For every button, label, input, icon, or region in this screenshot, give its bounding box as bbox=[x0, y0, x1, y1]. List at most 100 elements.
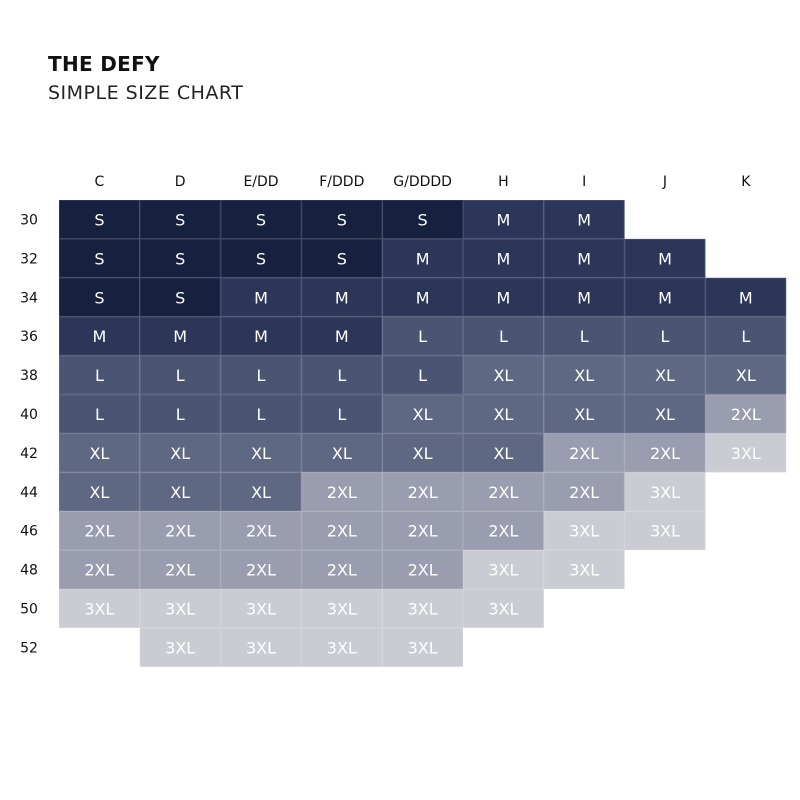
cell-divider bbox=[59, 550, 140, 589]
size-cell bbox=[543, 277, 625, 317]
size-cell bbox=[301, 589, 383, 628]
size-cell bbox=[220, 316, 302, 356]
row-header: 38 bbox=[20, 368, 38, 384]
row-header: 40 bbox=[20, 407, 38, 423]
column-header: J bbox=[662, 174, 667, 190]
cell-divider bbox=[301, 277, 383, 317]
size-cell bbox=[301, 200, 383, 239]
size-label: 3XL bbox=[488, 599, 518, 618]
size-label: 2XL bbox=[84, 561, 114, 580]
size-cell bbox=[301, 394, 383, 434]
size-label: L bbox=[95, 366, 104, 385]
size-cell bbox=[139, 394, 221, 434]
size-cell bbox=[382, 550, 463, 589]
size-cell bbox=[463, 394, 544, 434]
size-label: 2XL bbox=[488, 522, 518, 541]
cell-divider bbox=[543, 433, 625, 473]
cell-divider bbox=[543, 355, 625, 395]
size-label: 3XL bbox=[569, 561, 599, 580]
size-cell bbox=[301, 511, 383, 551]
size-label: M bbox=[496, 288, 510, 307]
cell-divider bbox=[624, 511, 706, 551]
size-cell bbox=[301, 627, 383, 667]
cell-divider bbox=[382, 277, 464, 317]
cell-divider bbox=[705, 277, 787, 317]
cell-divider bbox=[543, 550, 625, 589]
cell-divider bbox=[463, 472, 544, 512]
size-label: S bbox=[418, 210, 428, 229]
size-label: XL bbox=[89, 483, 109, 502]
size-label: 3XL bbox=[327, 599, 357, 618]
cell-divider bbox=[463, 394, 544, 434]
cell-divider bbox=[301, 355, 383, 395]
size-cell bbox=[139, 472, 221, 512]
size-cell bbox=[301, 355, 383, 395]
size-label: 3XL bbox=[165, 599, 195, 618]
size-label: S bbox=[175, 288, 185, 307]
cell-divider bbox=[139, 316, 221, 356]
size-cell bbox=[301, 472, 383, 512]
size-cell bbox=[59, 200, 140, 239]
cell-divider bbox=[301, 472, 383, 512]
size-cell bbox=[382, 472, 463, 512]
size-label: M bbox=[577, 210, 591, 229]
size-cell bbox=[705, 316, 787, 356]
size-cell bbox=[220, 589, 302, 628]
cell-divider bbox=[382, 394, 464, 434]
size-cell bbox=[624, 433, 706, 473]
column-header: I bbox=[582, 174, 586, 190]
cell-divider bbox=[705, 316, 787, 356]
size-cell bbox=[463, 355, 544, 395]
cell-divider bbox=[624, 472, 706, 512]
size-cell bbox=[705, 277, 787, 317]
size-cell bbox=[59, 316, 140, 356]
size-label: XL bbox=[89, 444, 109, 463]
size-label: S bbox=[94, 210, 104, 229]
row-header: 30 bbox=[20, 212, 38, 228]
size-cell bbox=[705, 433, 787, 473]
cell-divider bbox=[139, 511, 221, 551]
cell-divider bbox=[301, 511, 383, 551]
size-label: 3XL bbox=[327, 638, 357, 657]
size-cell bbox=[624, 277, 706, 317]
size-cell bbox=[624, 316, 706, 356]
cell-divider bbox=[463, 277, 544, 317]
row-header: 34 bbox=[20, 290, 38, 306]
size-label: M bbox=[92, 327, 106, 346]
cell-divider bbox=[463, 238, 544, 278]
size-label: 2XL bbox=[731, 405, 761, 424]
size-cell bbox=[382, 238, 463, 278]
size-label: 2XL bbox=[408, 561, 438, 580]
size-label: 2XL bbox=[569, 483, 599, 502]
size-label: L bbox=[176, 366, 185, 385]
size-cell bbox=[220, 627, 302, 667]
cell-divider bbox=[139, 472, 221, 512]
size-cell bbox=[301, 238, 383, 278]
column-header: E/DD bbox=[243, 174, 278, 190]
size-cell bbox=[301, 277, 383, 317]
cell-divider bbox=[301, 589, 383, 628]
cell-divider bbox=[59, 394, 140, 434]
cell-divider bbox=[624, 316, 706, 356]
size-label: M bbox=[254, 288, 268, 307]
cell-divider bbox=[220, 277, 302, 317]
size-label: L bbox=[337, 366, 346, 385]
size-label: M bbox=[254, 327, 268, 346]
cell-divider bbox=[624, 355, 706, 395]
size-label: L bbox=[741, 327, 750, 346]
cell-divider bbox=[301, 433, 383, 473]
cell-divider bbox=[59, 589, 140, 628]
size-label: L bbox=[337, 405, 346, 424]
row-header: 52 bbox=[20, 640, 38, 656]
row-header: 44 bbox=[20, 485, 38, 501]
column-header: D bbox=[175, 174, 186, 190]
cell-divider bbox=[543, 472, 625, 512]
size-label: M bbox=[173, 327, 187, 346]
size-cell bbox=[220, 277, 302, 317]
size-label: L bbox=[257, 405, 266, 424]
size-label: 2XL bbox=[84, 522, 114, 541]
cell-divider bbox=[139, 627, 221, 667]
cell-divider bbox=[59, 433, 140, 473]
cell-divider bbox=[301, 627, 383, 667]
size-cell bbox=[59, 433, 140, 473]
